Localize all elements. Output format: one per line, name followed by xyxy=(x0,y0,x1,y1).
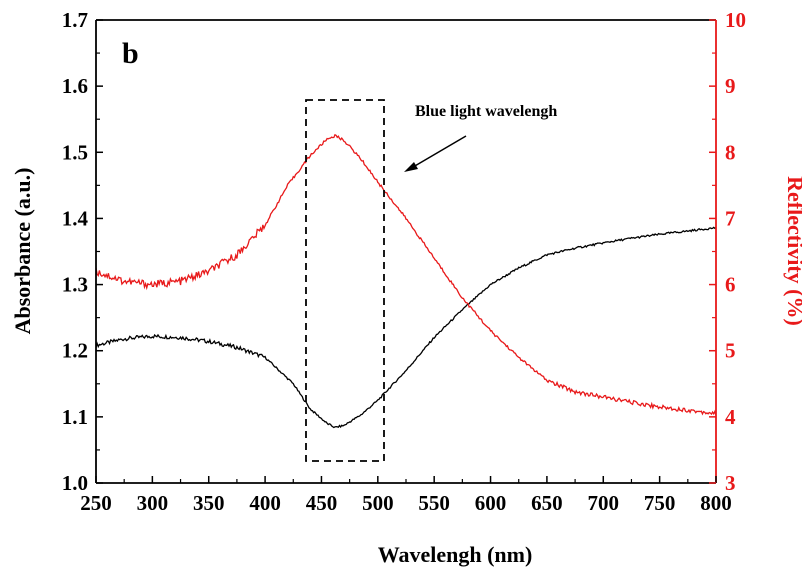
y-left-tick-label: 1.2 xyxy=(62,339,88,363)
y-right-tick-labels: 3 4 5 6 7 8 9 10 xyxy=(725,8,746,495)
y-right-tick-label: 9 xyxy=(725,74,736,98)
y-left-tick-label: 1.5 xyxy=(62,140,88,164)
plot-lines xyxy=(95,133,717,429)
x-tick-label: 750 xyxy=(644,491,676,515)
y-right-tick-label: 6 xyxy=(725,273,736,297)
y-right-tick-label: 7 xyxy=(725,206,736,230)
series-line-reflectivity xyxy=(95,133,717,416)
annotation-arrow xyxy=(404,135,467,172)
x-tick-label: 650 xyxy=(531,491,563,515)
y-left-tick-label: 1.1 xyxy=(62,405,88,429)
x-tick-label: 350 xyxy=(193,491,225,515)
y-left-tick-label: 1.4 xyxy=(62,206,89,230)
annotation-text: Blue light wavelengh xyxy=(415,103,557,120)
highlight-box xyxy=(305,99,385,462)
y-right-axis-title: Reflectivity (%) xyxy=(783,176,802,326)
y-left-tick-labels: 1.0 1.1 1.2 1.3 1.4 1.5 1.6 1.7 xyxy=(62,8,89,495)
x-tick-label: 250 xyxy=(80,491,112,515)
axis-ticks xyxy=(95,19,717,484)
x-axis-title: Wavelengh (nm) xyxy=(378,542,533,567)
x-tick-label: 550 xyxy=(418,491,450,515)
y-left-axis-title: Absorbance (a.u.) xyxy=(10,168,35,335)
panel-label: b xyxy=(122,37,139,70)
series-line-absorbance xyxy=(95,226,717,429)
axes-frame xyxy=(95,19,717,484)
y-right-tick-label: 10 xyxy=(725,8,746,32)
x-tick-label: 300 xyxy=(137,491,169,515)
y-right-tick-label: 5 xyxy=(725,339,736,363)
x-tick-label: 700 xyxy=(588,491,620,515)
x-tick-label: 800 xyxy=(700,491,732,515)
y-right-tick-label: 4 xyxy=(725,405,736,429)
x-tick-label: 400 xyxy=(249,491,281,515)
y-left-tick-label: 1.0 xyxy=(62,471,88,495)
y-left-tick-label: 1.6 xyxy=(62,74,88,98)
y-right-tick-label: 8 xyxy=(725,140,736,164)
y-right-tick-label: 3 xyxy=(725,471,736,495)
y-left-tick-label: 1.7 xyxy=(62,8,88,32)
y-left-tick-label: 1.3 xyxy=(62,273,88,297)
x-tick-label: 500 xyxy=(362,491,394,515)
x-tick-label: 600 xyxy=(475,491,507,515)
x-tick-label: 450 xyxy=(306,491,338,515)
x-tick-labels: 250 300 350 400 450 500 550 600 650 700 750 800 xyxy=(80,491,732,515)
